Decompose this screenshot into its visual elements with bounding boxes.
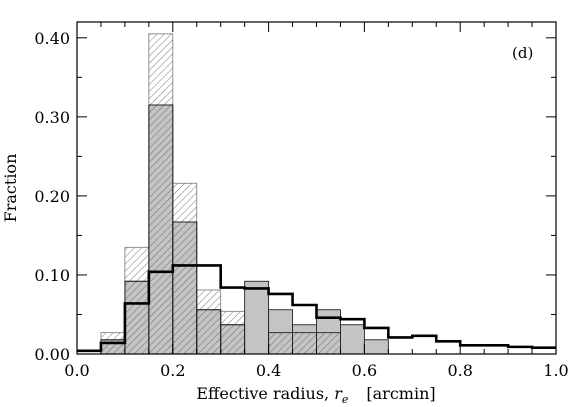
panel-label: (d) (512, 44, 533, 62)
x-axis-title-symbol: r (334, 384, 343, 403)
x-tick-label: 0.4 (256, 361, 281, 380)
overlap-bar-9 (292, 332, 317, 355)
x-axis-title-subscript: e (342, 393, 349, 406)
y-tick-label: 0.10 (34, 266, 70, 285)
overlap-bar-4 (172, 221, 198, 355)
x-tick-label: 0.2 (160, 361, 185, 380)
overlap-bar-6 (220, 324, 246, 355)
axes: 0.0 0.2 0.4 0.6 0.8 1.0 0.00 0.10 0.20 0.30 0.40 (34, 21, 569, 380)
overlap-bar-3 (148, 104, 174, 355)
overlap-bar-2 (124, 280, 150, 355)
x-axis-title-unit: [arcmin] (366, 384, 435, 403)
overlap-bar-5 (196, 309, 222, 355)
gray-bar-7 (244, 280, 270, 355)
overlap-bar-10 (316, 332, 341, 355)
y-tick-label: 0.40 (34, 29, 70, 48)
x-tick-label: 0.0 (64, 361, 89, 380)
y-axis-title: Fraction (1, 154, 20, 223)
x-axis-title-text: Effective radius, (196, 384, 334, 403)
x-axis-title: Effective radius, re [arcmin] (196, 384, 435, 406)
plot-area (77, 33, 556, 355)
x-tick-label: 0.8 (447, 361, 472, 380)
x-tick-label: 1.0 (543, 361, 568, 380)
gray-bar-12 (363, 339, 389, 355)
y-tick-label: 0.00 (34, 345, 70, 364)
gray-bar-11 (340, 324, 365, 355)
x-tick-label: 0.6 (352, 361, 377, 380)
overlap-bar-8 (268, 332, 294, 355)
y-tick-label: 0.20 (34, 187, 70, 206)
y-tick-label: 0.30 (34, 108, 70, 127)
